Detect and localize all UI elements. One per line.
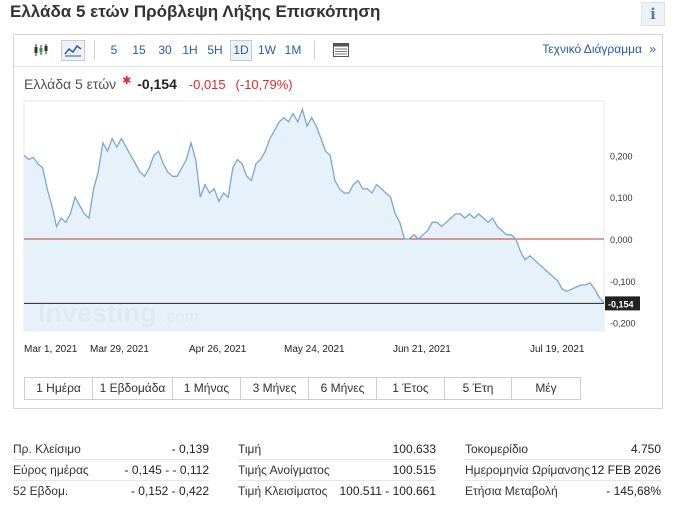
stat-label: Τιμή <box>238 442 262 456</box>
stat-value: 100.515 <box>392 463 436 477</box>
stat-label: Τιμή Κλεισίματος <box>238 484 328 498</box>
x-tick-label: Jun 21, 2021 <box>393 344 451 355</box>
stat-value: - 0,152 - 0,422 <box>130 484 209 498</box>
stat-label: 52 Εβδομ. <box>13 484 69 498</box>
row-divider <box>13 459 209 460</box>
interval-15[interactable]: 15 <box>132 43 146 57</box>
stat-open: Τιμής Ανοίγματος 100.515 <box>238 460 436 480</box>
x-tick-label: May 24, 2021 <box>284 344 345 355</box>
stat-coupon: Τοκομερίδιο 4.750 <box>465 439 661 459</box>
interval-5h[interactable]: 5H <box>207 43 223 57</box>
x-tick-label: Apr 26, 2021 <box>189 344 247 355</box>
stat-price: Τιμή 100.633 <box>238 439 436 459</box>
interval-30[interactable]: 30 <box>158 43 172 57</box>
chart-toolbar: 5 15 30 1H 5H 1D 1W 1M Τεχνικό Διάγραμμα… <box>14 35 662 67</box>
range-selector: 1 Ημέρα 1 Εβδομάδα 1 Μήνας 3 Μήνες 6 Μήν… <box>24 377 581 400</box>
interval-1h[interactable]: 1H <box>182 43 198 57</box>
y-tick-label: -0,200 <box>610 319 636 329</box>
quote-header: Ελλάδα 5 ετών ✱ -0,154 -0,015 (-10,79%) <box>24 75 299 92</box>
x-tick-label: Mar 1, 2021 <box>24 344 78 355</box>
range-1-week[interactable]: 1 Εβδομάδα <box>93 378 173 399</box>
chevron-right-icon: » <box>649 42 656 56</box>
stat-label: Ετήσια Μεταβολή <box>465 484 558 498</box>
page-title: Ελλάδα 5 ετών Πρόβλεψη Λήξης Επισκόπηση <box>10 2 381 21</box>
series-area <box>24 109 604 332</box>
interval-1w[interactable]: 1W <box>258 43 276 57</box>
instrument-name: Ελλάδα 5 ετών <box>24 76 117 92</box>
stat-52-week: 52 Εβδομ. - 0,152 - 0,422 <box>13 481 209 501</box>
stat-close-range: Τιμή Κλεισίματος 100.511 - 100.661 <box>238 481 436 501</box>
stat-day-range: Εύρος ημέρας - 0,145 - - 0,112 <box>13 460 209 480</box>
stat-prev-close: Πρ. Κλείσιμο - 0,139 <box>13 439 209 459</box>
row-divider <box>238 459 436 460</box>
range-1-year[interactable]: 1 Έτος <box>377 378 445 399</box>
range-6-months[interactable]: 6 Μήνες <box>309 378 377 399</box>
area-chart-icon[interactable] <box>61 40 85 61</box>
y-tick-label: 0,000 <box>610 235 633 245</box>
y-tick-label: 0,100 <box>610 193 633 203</box>
stat-annual-change: Ετήσια Μεταβολή - 145,68% <box>465 481 661 501</box>
technical-chart-label: Τεχνικό Διάγραμμα <box>542 42 642 56</box>
price-change: -0,015 <box>188 77 226 92</box>
stat-value: - 0,145 - - 0,112 <box>124 463 210 477</box>
stat-value: 100.511 - 100.661 <box>339 484 436 498</box>
x-tick-label: Jul 19, 2021 <box>530 344 585 355</box>
range-3-months[interactable]: 3 Μήνες <box>241 378 309 399</box>
stat-value: 4.750 <box>630 442 661 456</box>
y-tick-label: 0,200 <box>610 151 633 161</box>
range-5-years[interactable]: 5 Έτη <box>445 378 512 399</box>
stat-value: - 145,68% <box>606 484 661 498</box>
toolbar-divider <box>94 41 95 60</box>
last-price: -0,154 <box>137 76 177 92</box>
y-tick-label: -0,100 <box>610 277 636 287</box>
row-divider <box>238 480 436 481</box>
range-1-day[interactable]: 1 Ημέρα <box>25 378 93 399</box>
stat-label: Τοκομερίδιο <box>465 442 528 456</box>
stat-label: Πρ. Κλείσιμο <box>13 442 81 456</box>
stat-maturity: Ημερομηνία Ωρίμανσης 12 FEB 2026 <box>465 460 661 480</box>
row-divider <box>465 480 661 481</box>
range-max[interactable]: Μέγ <box>535 381 557 395</box>
price-change-pct: (-10,79%) <box>235 77 293 92</box>
last-value-label: -0,154 <box>608 299 634 309</box>
star-icon: ✱ <box>122 75 132 87</box>
interval-1m[interactable]: 1M <box>284 43 302 57</box>
interval-1d[interactable]: 1D <box>230 40 252 61</box>
x-tick-label: Mar 29, 2021 <box>90 344 149 355</box>
candlestick-icon[interactable] <box>32 41 50 60</box>
toolbar-divider <box>314 41 315 60</box>
price-chart[interactable]: Investing.com0,2000,1000,000-0,100-0,200… <box>14 35 662 365</box>
range-1-month[interactable]: 1 Μήνας <box>173 378 241 399</box>
stat-value: - 0,139 <box>171 442 209 456</box>
stat-value: 100.633 <box>392 442 436 456</box>
interval-5[interactable]: 5 <box>110 43 118 57</box>
stat-label: Εύρος ημέρας <box>13 463 89 477</box>
row-divider <box>465 459 661 460</box>
stat-value: 12 FEB 2026 <box>590 463 661 477</box>
series-line <box>23 107 605 304</box>
stat-label: Ημερομηνία Ωρίμανσης <box>465 463 591 477</box>
info-icon[interactable]: i <box>641 2 665 26</box>
table-icon[interactable] <box>331 41 351 60</box>
stat-label: Τιμής Ανοίγματος <box>238 463 330 477</box>
chart-panel: 5 15 30 1H 5H 1D 1W 1M Τεχνικό Διάγραμμα… <box>13 34 663 409</box>
last-value-badge <box>605 296 640 311</box>
row-divider <box>13 480 209 481</box>
technical-chart-link[interactable]: Τεχνικό Διάγραμμα » <box>542 42 656 56</box>
